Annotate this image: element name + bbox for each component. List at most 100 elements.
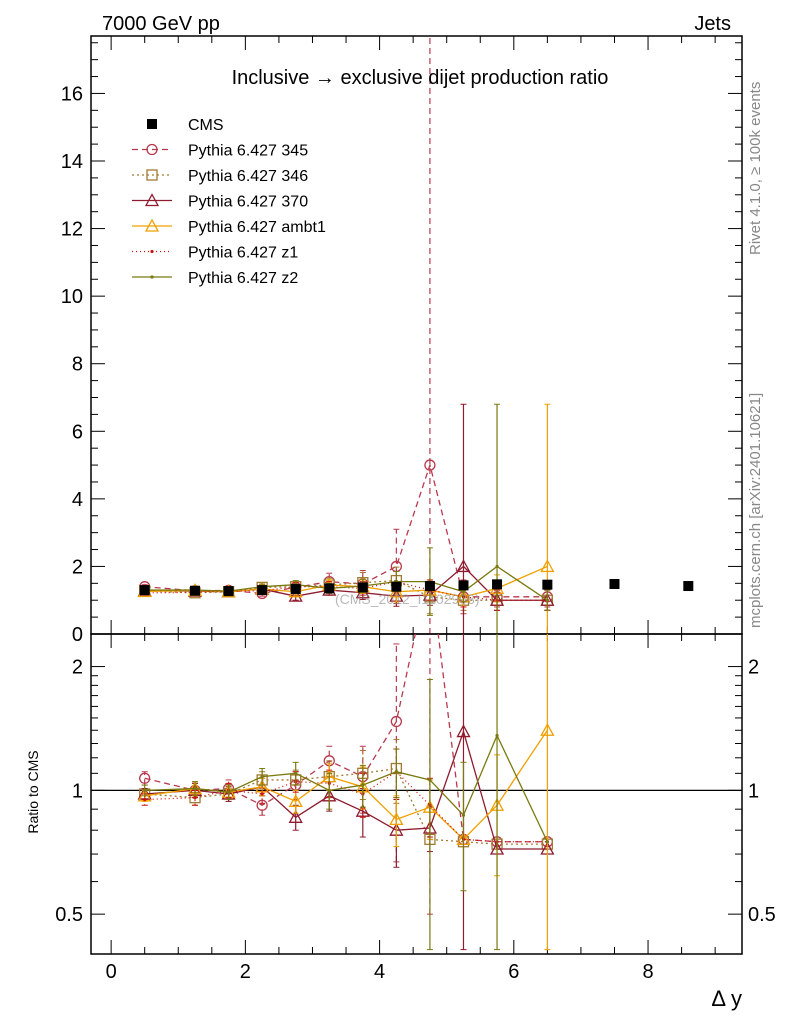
- cms-data-point: [542, 579, 553, 590]
- cms-data-point: [492, 579, 503, 590]
- data-point: [256, 799, 268, 811]
- series-line: [144, 729, 548, 850]
- ratio-panel: 0 2 4 6 8 0.5 0.5 1 1 2 2: [55, 633, 776, 983]
- energy-label: 7000 GeV pp: [102, 13, 220, 35]
- cms-data-point: [458, 580, 469, 591]
- series-pythia-6-427-345: [139, 36, 554, 634]
- legend-label: Pythia 6.427 346: [188, 168, 308, 185]
- y-tick-label: 10: [61, 286, 83, 308]
- y-tick-label: 8: [72, 354, 83, 376]
- series-line: [144, 565, 548, 601]
- data-point: [456, 559, 471, 573]
- data-point: [327, 788, 331, 792]
- y-tick-label: 12: [61, 219, 83, 241]
- x-axis-label: Δ y: [711, 986, 742, 1011]
- cms-data-point: [391, 581, 402, 592]
- data-point: [456, 724, 471, 738]
- y-tick-label: 0: [72, 624, 83, 646]
- y-tick-label: 4: [72, 489, 83, 511]
- data-point: [545, 840, 549, 844]
- series-line: [144, 634, 548, 843]
- cms-data-point: [223, 586, 234, 597]
- ratio-series-pythia-6-427-370: [137, 634, 555, 951]
- cms-data-point: [324, 583, 335, 594]
- data-point: [193, 786, 197, 791]
- legend-label: CMS: [188, 117, 224, 134]
- ratio-tick-label: 1: [72, 780, 83, 802]
- ratio-tick-label-right: 1: [748, 780, 759, 802]
- ratio-series-pythia-6-427-345: [139, 634, 554, 915]
- ratio-series-pythia-6-427-z1: [141, 748, 549, 844]
- y-tick-label: 14: [61, 151, 83, 173]
- series-line: [144, 462, 548, 598]
- data-point: [226, 790, 231, 794]
- x-tick-label: 6: [508, 961, 519, 983]
- data-point: [461, 813, 466, 817]
- data-point: [355, 803, 370, 817]
- data-point: [394, 770, 398, 774]
- data-point: [540, 559, 555, 573]
- legend-label: Pythia 6.427 345: [188, 143, 308, 160]
- ratio-series-pythia-6-427-z2: [141, 634, 549, 951]
- x-tick-label: 0: [106, 961, 117, 983]
- ratio-tick-label-right: 0.5: [748, 904, 776, 926]
- legend-label: Pythia 6.427 z1: [188, 245, 298, 262]
- series-line: [144, 733, 548, 843]
- data-point: [495, 564, 499, 569]
- data-point: [143, 797, 147, 802]
- y-tick-label: 6: [72, 421, 83, 443]
- ratio-series-pythia-6-427-346: [139, 738, 554, 850]
- ratio-series-pythia-6-427-ambt1: [137, 634, 555, 951]
- legend-item-pythia-6-427-z1: Pythia 6.427 z1: [132, 245, 298, 262]
- series-line: [144, 579, 548, 601]
- cms-data-point: [609, 578, 620, 589]
- cms-data-point: [357, 582, 368, 593]
- data-point: [139, 772, 151, 784]
- data-point: [288, 794, 303, 808]
- legend-label: Pythia 6.427 ambt1: [188, 219, 326, 236]
- data-point: [260, 792, 264, 796]
- cms-data-point: [190, 585, 201, 596]
- legend-label: Pythia 6.427 370: [188, 194, 308, 211]
- legend-marker: [150, 275, 154, 279]
- chart-title: Inclusive → exclusive dijet production r…: [232, 67, 609, 89]
- legend-marker: [146, 169, 158, 181]
- side-label-top: Rivet 4.1.0, ≥ 100k events: [747, 82, 764, 255]
- cms-data-point: [139, 585, 150, 596]
- cms-data-point: [290, 584, 301, 595]
- ratio-tick-label-right: 2: [748, 657, 759, 679]
- cms-data-point: [424, 581, 435, 592]
- data-point: [288, 809, 303, 823]
- y-tick-label: 2: [72, 556, 83, 578]
- series-cms: [139, 578, 694, 597]
- cms-data-point: [257, 585, 268, 596]
- legend-item-pythia-6-427-ambt1: Pythia 6.427 ambt1: [132, 218, 326, 236]
- y-tick-label: 16: [61, 83, 83, 105]
- ratio-tick-label: 0.5: [55, 904, 83, 926]
- legend-item-pythia-6-427-345: Pythia 6.427 345: [132, 143, 308, 160]
- data-point: [193, 796, 197, 800]
- watermark: (CMS_2012_I1102908): [335, 591, 480, 607]
- series-line: [144, 729, 548, 841]
- data-point: [495, 733, 499, 738]
- series-line: [144, 770, 548, 843]
- process-label: Jets: [694, 13, 731, 35]
- legend-marker: [146, 143, 158, 156]
- data-point: [390, 715, 403, 728]
- series-line: [144, 767, 548, 845]
- x-tick-label: 8: [642, 961, 653, 983]
- legend-item-pythia-6-427-370: Pythia 6.427 370: [132, 193, 308, 211]
- legend-marker: [144, 193, 160, 207]
- ratio-tick-label: 2: [72, 657, 83, 679]
- legend-item-cms: CMS: [147, 117, 224, 134]
- legend-item-pythia-6-427-346: Pythia 6.427 346: [132, 168, 308, 185]
- data-point: [255, 779, 270, 793]
- legend-item-pythia-6-427-z2: Pythia 6.427 z2: [132, 270, 298, 287]
- legend-label: Pythia 6.427 z2: [188, 270, 298, 287]
- data-point: [461, 590, 466, 594]
- cms-data-point: [683, 581, 694, 592]
- data-point: [545, 598, 549, 602]
- ratio-frame: [90, 633, 743, 955]
